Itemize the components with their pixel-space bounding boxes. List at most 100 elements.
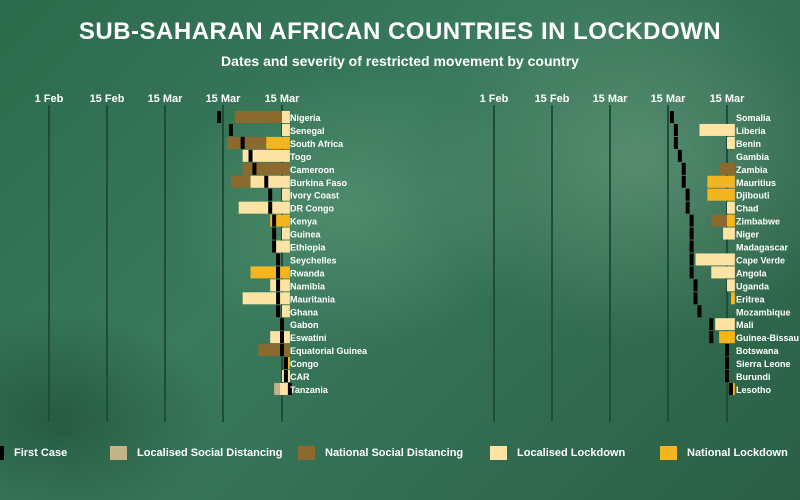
country-label: Botswana (736, 346, 780, 356)
country-label: Madagascar (736, 243, 789, 253)
segment-localised-lockdown (695, 253, 735, 266)
country-label: Senegal (290, 126, 325, 136)
country-label: Guinea-Bissau (736, 333, 799, 343)
chart-subtitle: Dates and severity of restricted movemen… (221, 53, 579, 69)
legend-label: National Lockdown (687, 447, 788, 459)
first-case-marker (287, 382, 292, 395)
x-tick-label: 15 Mar (265, 93, 301, 105)
first-case-marker (248, 149, 253, 162)
first-case-marker (685, 201, 690, 214)
timeline-panel-2: 1 Feb 15 Feb 15 Mar 15 Mar 15 Mar Somalia Libe… (480, 93, 799, 422)
x-tick-label: 15 Mar (651, 93, 687, 105)
first-case-marker (272, 214, 277, 227)
country-label: Mozambique (736, 307, 791, 317)
x-tick-label: 15 Mar (148, 93, 184, 105)
first-case-marker (689, 266, 694, 279)
first-case-marker (693, 279, 698, 292)
segment-national-social-distancing (226, 136, 267, 149)
segment-national-social-distancing (234, 111, 282, 123)
country-label: Uganda (736, 281, 770, 291)
first-case-marker (725, 357, 729, 370)
country-label: Lesotho (736, 385, 772, 395)
first-case-marker (268, 201, 273, 214)
first-case-marker (283, 357, 288, 370)
segment-localised-lockdown (280, 382, 290, 395)
first-case-marker (725, 344, 729, 357)
country-label: Chad (736, 204, 759, 214)
segment-localised-social-distancing (274, 382, 281, 395)
first-case-marker (276, 292, 281, 305)
legend-item-national-social-distancing: National Social Distancing (298, 446, 463, 460)
first-case-marker (681, 162, 686, 175)
first-case-marker (276, 253, 281, 266)
segment-localised-lockdown (723, 227, 735, 240)
x-tick-label: 15 Mar (710, 93, 746, 105)
first-case-marker (689, 240, 694, 253)
country-label: Mali (736, 320, 754, 330)
first-case-marker (280, 331, 284, 344)
country-label: Burkina Faso (290, 178, 348, 188)
country-label: Mauritius (736, 178, 776, 188)
segment-localised-lockdown (238, 201, 290, 214)
country-label: Djibouti (736, 191, 770, 201)
segment-localised-lockdown (282, 305, 290, 318)
country-label: South Africa (290, 139, 344, 149)
segment-localised-lockdown (727, 201, 735, 214)
first-case-marker (272, 227, 277, 240)
segment-national-lockdown (266, 136, 290, 149)
segment-localised-lockdown (242, 149, 290, 162)
first-case-swatch (0, 446, 4, 460)
first-case-marker (669, 111, 674, 123)
country-label: CAR (290, 372, 310, 382)
legend-label: National Social Distancing (325, 447, 464, 459)
legend-item-national-lockdown: National Lockdown (660, 446, 788, 460)
segment-national-lockdown (719, 331, 735, 344)
first-case-marker (685, 188, 690, 201)
country-label: Sierra Leone (736, 359, 791, 369)
first-case-marker (697, 305, 702, 318)
first-case-marker (252, 162, 257, 175)
first-case-marker (725, 370, 729, 382)
segment-localised-lockdown (727, 279, 735, 292)
segment-localised-lockdown (727, 136, 735, 149)
national-lockdown-swatch (660, 446, 677, 460)
first-case-marker (272, 240, 277, 253)
segment-national-lockdown (707, 175, 735, 188)
country-label: Benin (736, 139, 761, 149)
segment-national-social-distancing (230, 175, 251, 188)
country-label: Kenya (290, 217, 318, 227)
country-label: Gambia (736, 152, 770, 162)
segment-localised-lockdown (711, 266, 735, 279)
country-label: Liberia (736, 126, 767, 136)
segment-national-lockdown (707, 188, 735, 201)
legend-item-first-case: First Case (0, 446, 67, 460)
legend: First Case Localised Social Distancing Nat… (0, 446, 800, 464)
country-label: Seychelles (290, 255, 337, 265)
segment-localised-lockdown (699, 123, 735, 136)
country-label: Ethiopia (290, 243, 326, 253)
first-case-marker (709, 331, 714, 344)
segment-national-social-distancing (719, 162, 735, 175)
first-case-marker (681, 175, 686, 188)
first-case-marker (283, 370, 288, 382)
segment-localised-lockdown (282, 188, 290, 201)
country-label: Niger (736, 230, 760, 240)
first-case-marker (673, 136, 678, 149)
x-tick-label: 15 Mar (206, 93, 242, 105)
legend-label: Localised Lockdown (517, 447, 626, 459)
country-label: Rwanda (290, 268, 326, 278)
country-label: Tanzania (290, 385, 329, 395)
legend-item-localised-lockdown: Localised Lockdown (490, 446, 625, 460)
timeline-panel-1: 1 Feb 15 Feb 15 Mar 15 Mar 15 Mar Nigeria Sene… (35, 93, 368, 422)
country-label: Zambia (736, 165, 769, 175)
country-label: Gabon (290, 320, 319, 330)
first-case-marker (228, 123, 233, 136)
country-label: Cape Verde (736, 255, 785, 265)
segment-localised-lockdown (274, 240, 290, 253)
country-label: Burundi (736, 372, 771, 382)
first-case-marker (673, 123, 678, 136)
country-label: Zimbabwe (736, 217, 780, 227)
country-label: Ghana (290, 307, 319, 317)
first-case-marker (689, 214, 694, 227)
